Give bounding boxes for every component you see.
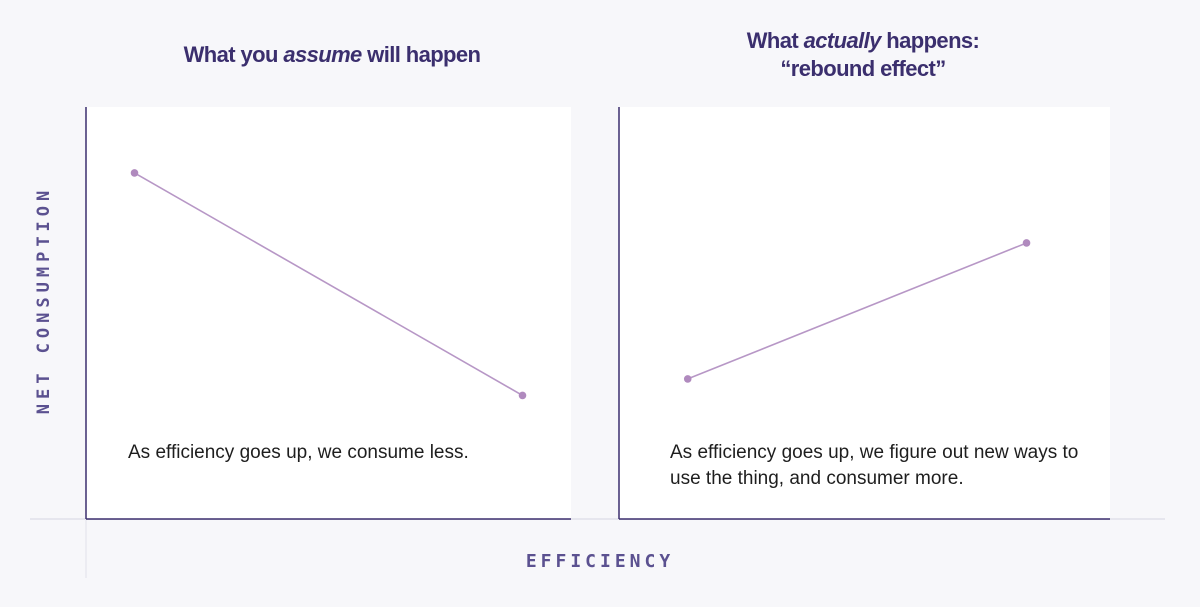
title-right-line2: “rebound effect” xyxy=(780,56,946,81)
title-right-before: What xyxy=(746,28,804,53)
title-right-after: happens: xyxy=(880,28,980,53)
panel-title-right: What actually happens: “rebound effect” xyxy=(630,27,1096,83)
plot-area-right xyxy=(619,107,1110,519)
annotation-right: As efficiency goes up, we figure out new… xyxy=(670,442,1079,489)
title-left-emphasis: assume xyxy=(283,42,362,67)
annotation-left: As efficiency goes up, we consume less. xyxy=(128,442,469,463)
x-axis-label: EFFICIENCY xyxy=(525,551,675,572)
title-left-before: What you xyxy=(183,42,284,67)
title-right-line1: What actually happens: xyxy=(630,27,1096,55)
data-point-left-1 xyxy=(130,169,139,177)
data-point-right-2 xyxy=(1022,239,1031,247)
series-line-left xyxy=(134,172,523,397)
plot-area-left xyxy=(86,107,571,519)
panel-title-left: What you assume will happen xyxy=(100,41,564,69)
y-axis-label: NET CONSUMPTION xyxy=(34,185,54,415)
title-right-emphasis: actually xyxy=(803,28,882,53)
series-marks-right xyxy=(683,239,1031,383)
series-line-right xyxy=(687,242,1027,380)
data-point-right-1 xyxy=(683,375,692,383)
series-marks-left xyxy=(130,169,527,400)
data-point-left-2 xyxy=(518,391,527,400)
title-left-after: will happen xyxy=(361,42,481,67)
